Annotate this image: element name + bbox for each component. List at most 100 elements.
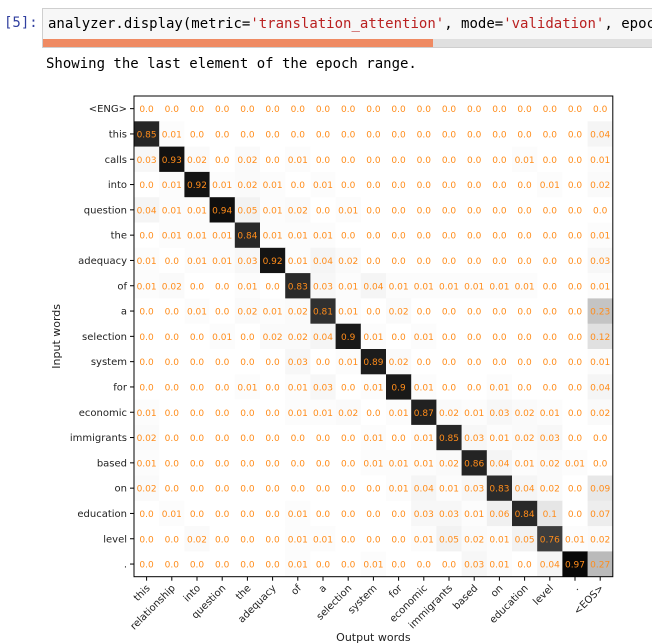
heatmap-cell-value: 0.89	[363, 358, 383, 368]
heatmap-cell-value: 0.0	[240, 409, 255, 419]
heatmap-cell-value: 0.0	[316, 105, 331, 115]
heatmap-cell-value: 0.0	[341, 561, 356, 571]
heatmap-cell	[512, 197, 538, 223]
heatmap-cell	[335, 298, 362, 324]
heatmap-cell-value: 0.0	[417, 358, 432, 368]
heatmap-cell-value: 0.0	[265, 510, 280, 520]
heatmap-cell-value: 0.0	[215, 383, 230, 393]
heatmap-cell-value: 0.0	[568, 282, 583, 292]
heatmap-cell	[562, 526, 588, 552]
heatmap-cell-value: 0.01	[338, 282, 358, 292]
heatmap-cell-value: 0.01	[540, 409, 560, 419]
heatmap-cell	[587, 374, 614, 400]
heatmap-cell	[260, 323, 286, 350]
heatmap-cell-value: 0.0	[517, 105, 532, 115]
heatmap-cell	[260, 96, 286, 122]
heatmap-cell	[310, 121, 336, 147]
heatmap-cell	[134, 146, 160, 173]
heatmap-cell-value: 0.02	[187, 156, 207, 166]
heatmap-cell-value: 0.0	[517, 181, 532, 191]
heatmap-cell	[436, 551, 462, 577]
heatmap-cell	[486, 374, 513, 400]
heatmap-cell-value: 0.0	[543, 257, 558, 267]
heatmap-cell	[335, 273, 362, 299]
heatmap-cell	[486, 526, 513, 552]
heatmap-cell	[159, 298, 185, 324]
heatmap-cell	[537, 121, 563, 147]
heatmap-cell-value: 0.07	[590, 510, 610, 520]
heatmap-cell-value: 0.0	[240, 485, 255, 495]
heatmap-cell	[159, 500, 185, 527]
heatmap-cell	[285, 323, 311, 350]
heatmap-cell	[512, 298, 538, 324]
code-line[interactable]: analyzer.display(metric='translation_att…	[48, 16, 652, 32]
heatmap-cell	[486, 171, 513, 198]
heatmap-cell	[260, 399, 286, 426]
heatmap-cell	[360, 526, 387, 552]
heatmap-cell-value: 0.01	[313, 535, 333, 545]
heatmap-cell-value: 0.01	[363, 561, 383, 571]
heatmap-cell	[512, 551, 538, 577]
heatmap-cell-value: 0.0	[568, 257, 583, 267]
heatmap-cell	[486, 424, 513, 451]
heatmap-cell	[209, 475, 236, 502]
heatmap-cell	[436, 298, 462, 324]
heatmap-cell-value: 0.01	[212, 257, 232, 267]
heatmap-cell	[386, 526, 412, 552]
heatmap-cell	[260, 298, 286, 324]
heatmap-cell	[436, 247, 462, 274]
heatmap-cell-value: 0.0	[366, 510, 381, 520]
heatmap-cell-value: 0.0	[492, 105, 507, 115]
heatmap-cell-value: 0.0	[240, 333, 255, 343]
heatmap-cell-value: 0.0	[190, 282, 205, 292]
heatmap-cell	[486, 121, 513, 147]
heatmap-cell-value: 0.92	[187, 181, 207, 191]
heatmap-cell-value: 0.0	[341, 130, 356, 140]
heatmap-cell	[209, 349, 236, 375]
heatmap-cell	[134, 399, 160, 426]
heatmap-cell	[209, 424, 236, 451]
heatmap-cell	[159, 273, 185, 299]
heatmap-cell	[461, 450, 488, 476]
heatmap-cell	[159, 247, 185, 274]
heatmap-cell	[159, 171, 185, 198]
heatmap-cell	[234, 399, 261, 426]
heatmap-cell-value: 0.93	[162, 156, 182, 166]
heatmap-cell-value: 0.02	[590, 535, 610, 545]
heatmap-cell	[184, 121, 210, 147]
heatmap-cell	[411, 121, 437, 147]
heatmap-cell-value: 0.0	[517, 206, 532, 216]
heatmap-cell	[386, 450, 412, 476]
y-tick-label: a	[121, 307, 127, 318]
heatmap-cell-value: 0.0	[593, 434, 608, 444]
heatmap-cell	[184, 500, 210, 527]
heatmap-cell-value: 0.04	[313, 333, 333, 343]
code-input-area[interactable]: analyzer.display(metric='translation_att…	[42, 8, 652, 48]
heatmap-cell	[159, 374, 185, 400]
heatmap-cell-value: 0.0	[366, 206, 381, 216]
heatmap-cell	[386, 171, 412, 198]
heatmap-cell-value: 0.0	[190, 561, 205, 571]
heatmap-cell-value: 0.03	[414, 510, 434, 520]
heatmap-cell	[184, 475, 210, 502]
heatmap-cell-value: 0.0	[165, 383, 180, 393]
heatmap-cell-value: 0.0	[568, 333, 583, 343]
heatmap-cell-value: 0.0	[341, 383, 356, 393]
heatmap-cell	[260, 273, 286, 299]
y-tick-label: system	[91, 357, 127, 368]
heatmap-cell	[260, 349, 286, 375]
heatmap-cell-value: 0.01	[288, 232, 308, 242]
heatmap-cell-value: 0.01	[515, 459, 535, 469]
heatmap-cell-value: 0.0	[568, 434, 583, 444]
y-axis-label: Input words	[50, 304, 63, 369]
heatmap-cell-value: 0.01	[237, 282, 257, 292]
heatmap-cell	[335, 121, 362, 147]
heatmap-cell	[537, 197, 563, 223]
heatmap-cell-value: 0.1	[543, 510, 557, 520]
heatmap-cell-value: 0.02	[338, 257, 358, 267]
heatmap-cell	[386, 273, 412, 299]
heatmap-cell	[360, 424, 387, 451]
x-tick-label: relationship	[129, 583, 178, 632]
heatmap-cell-value: 0.0	[568, 358, 583, 368]
heatmap-cell	[562, 222, 588, 249]
